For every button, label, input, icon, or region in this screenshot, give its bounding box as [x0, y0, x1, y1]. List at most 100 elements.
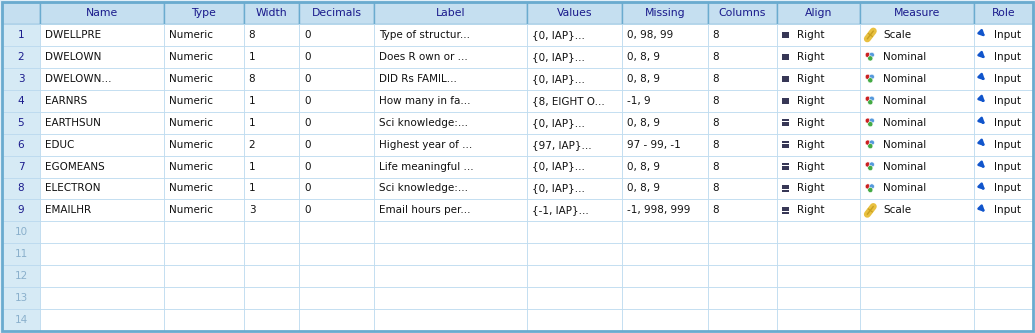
Bar	[243, 46, 299, 68]
Bar	[164, 90, 243, 112]
Text: Input: Input	[995, 183, 1022, 193]
Bar	[243, 68, 299, 90]
Text: 2: 2	[248, 140, 256, 150]
Bar	[40, 112, 164, 134]
Bar	[2, 156, 40, 177]
Bar	[708, 265, 777, 287]
Text: Nominal: Nominal	[883, 118, 926, 128]
Bar	[708, 68, 777, 90]
Text: Right: Right	[797, 30, 825, 40]
Bar	[243, 243, 299, 265]
Circle shape	[865, 140, 870, 145]
Bar	[708, 309, 777, 331]
Text: Sci knowledge:...: Sci knowledge:...	[379, 183, 468, 193]
Text: 1: 1	[248, 118, 256, 128]
Circle shape	[867, 78, 873, 83]
Text: Numeric: Numeric	[169, 183, 213, 193]
Bar	[527, 243, 622, 265]
Text: Role: Role	[992, 8, 1015, 18]
Bar	[243, 134, 299, 156]
Bar	[375, 221, 527, 243]
Text: Input: Input	[995, 52, 1022, 62]
Bar	[243, 177, 299, 199]
Bar	[622, 134, 708, 156]
Bar	[622, 199, 708, 221]
Text: Decimals: Decimals	[312, 8, 361, 18]
Text: Input: Input	[995, 205, 1022, 215]
Bar	[164, 134, 243, 156]
Text: Numeric: Numeric	[169, 52, 213, 62]
Bar	[708, 46, 777, 68]
Text: 7: 7	[18, 162, 24, 171]
Bar	[622, 243, 708, 265]
Text: Email hours per...: Email hours per...	[379, 205, 471, 215]
Text: 11: 11	[14, 249, 28, 259]
Text: EDUC: EDUC	[45, 140, 75, 150]
Bar	[375, 112, 527, 134]
Text: 1: 1	[248, 96, 256, 106]
Circle shape	[867, 100, 873, 105]
Bar	[375, 199, 527, 221]
Text: 8: 8	[248, 74, 256, 84]
Bar	[527, 24, 622, 46]
Text: DWELOWN: DWELOWN	[45, 52, 101, 62]
Text: {0, IAP}...: {0, IAP}...	[532, 30, 585, 40]
Text: {0, IAP}...: {0, IAP}...	[532, 118, 585, 128]
Bar	[375, 243, 527, 265]
Circle shape	[869, 118, 875, 123]
Text: 6: 6	[18, 140, 24, 150]
Bar	[860, 2, 974, 24]
Text: 8: 8	[712, 74, 719, 84]
Text: Label: Label	[436, 8, 466, 18]
Circle shape	[869, 162, 875, 167]
Bar	[527, 134, 622, 156]
Bar	[777, 221, 860, 243]
Bar	[164, 156, 243, 177]
Text: EARNRS: EARNRS	[45, 96, 87, 106]
Bar	[708, 2, 777, 24]
Bar	[164, 177, 243, 199]
Bar	[708, 24, 777, 46]
Bar	[974, 177, 1033, 199]
Bar	[40, 265, 164, 287]
Bar	[375, 156, 527, 177]
Bar	[860, 24, 974, 46]
Bar	[243, 24, 299, 46]
Text: Nominal: Nominal	[883, 140, 926, 150]
Bar	[40, 24, 164, 46]
Text: 8: 8	[18, 183, 24, 193]
Bar	[708, 199, 777, 221]
Bar	[164, 199, 243, 221]
Bar	[777, 265, 860, 287]
Text: 0: 0	[304, 74, 310, 84]
Text: Input: Input	[995, 162, 1022, 171]
Bar	[40, 2, 164, 24]
Bar	[860, 243, 974, 265]
Bar	[622, 112, 708, 134]
Text: Columns: Columns	[718, 8, 766, 18]
Bar	[2, 24, 40, 46]
Bar	[777, 156, 860, 177]
Text: Right: Right	[797, 52, 825, 62]
Text: -1, 998, 999: -1, 998, 999	[627, 205, 690, 215]
Text: 0: 0	[304, 140, 310, 150]
Bar	[860, 46, 974, 68]
Text: 0, 98, 99: 0, 98, 99	[627, 30, 674, 40]
Text: {0, IAP}...: {0, IAP}...	[532, 162, 585, 171]
Text: 8: 8	[712, 183, 719, 193]
Bar	[777, 177, 860, 199]
Text: Right: Right	[797, 118, 825, 128]
Text: 0, 8, 9: 0, 8, 9	[627, 183, 660, 193]
Text: Nominal: Nominal	[883, 52, 926, 62]
Bar	[299, 309, 375, 331]
Text: 5: 5	[18, 118, 24, 128]
Bar	[299, 265, 375, 287]
Bar	[622, 156, 708, 177]
Bar	[2, 309, 40, 331]
Bar	[299, 90, 375, 112]
Circle shape	[865, 96, 870, 101]
Text: 3: 3	[18, 74, 24, 84]
Text: 0, 8, 9: 0, 8, 9	[627, 118, 660, 128]
Text: 0: 0	[304, 30, 310, 40]
Text: 1: 1	[248, 52, 256, 62]
